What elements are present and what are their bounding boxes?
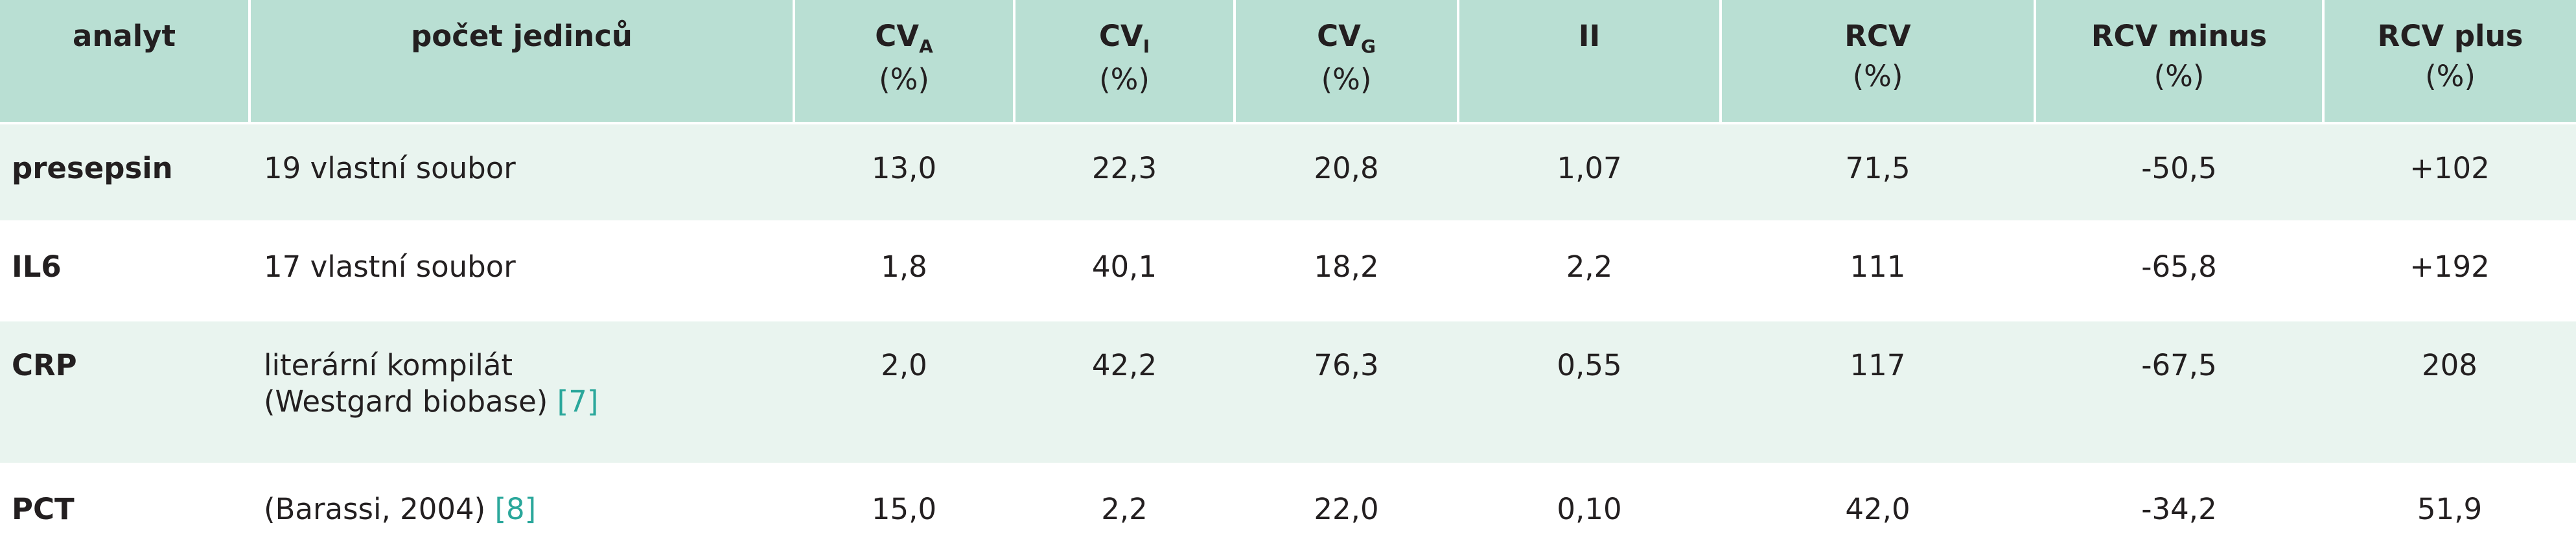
header-cvg-unit: (%) — [1321, 62, 1372, 97]
header-row: analyt počet jedinců CVA (%) CVI (%) CVG… — [0, 0, 2576, 123]
header-rcv-minus: RCV minus (%) — [2034, 0, 2323, 123]
cell-cva: 1,8 — [881, 250, 927, 284]
header-cva-unit: (%) — [879, 62, 929, 97]
subjects-line-2: (Westgard biobase) — [264, 384, 548, 419]
header-cvg-label: CVG — [1317, 19, 1376, 57]
cell-cvg: 18,2 — [1314, 250, 1379, 284]
cell-subjects: literární kompilát (Westgard biobase) [7… — [249, 320, 794, 464]
subjects-line-1: literární kompilát — [264, 348, 513, 382]
reference-link[interactable]: [7] — [557, 384, 599, 419]
table-row: PCT (Barassi, 2004) [8] 15,0 2,2 22,0 0,… — [0, 464, 2576, 547]
header-rcv-plus: RCV plus (%) — [2322, 0, 2576, 123]
header-cva: CVA (%) — [793, 0, 1014, 123]
cell-ii: 0,55 — [1557, 348, 1622, 382]
cell-subjects: 17 vlastní soubor — [264, 250, 516, 284]
cell-ii: 1,07 — [1557, 151, 1622, 185]
cell-cvi: 22,3 — [1091, 151, 1157, 185]
cell-rcv-plus: +192 — [2409, 250, 2490, 284]
cell-analyte: CRP — [12, 348, 77, 382]
cell-cvi: 42,2 — [1091, 348, 1157, 382]
header-cvi: CVI (%) — [1013, 0, 1235, 123]
header-subjects: počet jedinců — [248, 0, 794, 123]
cell-rcv-minus: -65,8 — [2141, 250, 2217, 284]
cell-rcv: 42,0 — [1845, 492, 1910, 526]
cell-cvi: 40,1 — [1091, 250, 1157, 284]
header-rcv-minus-unit: (%) — [2153, 59, 2205, 94]
cell-subjects: 19 vlastní soubor — [264, 151, 516, 185]
cell-ii: 2,2 — [1566, 250, 1613, 284]
header-analyte: analyt — [72, 19, 176, 53]
header-ii: II — [1457, 0, 1721, 123]
cell-cvg: 22,0 — [1314, 492, 1379, 526]
cell-cvi: 2,2 — [1101, 492, 1148, 526]
cell-rcv-minus: -50,5 — [2141, 151, 2217, 185]
header-rcv-unit: (%) — [1852, 59, 1903, 94]
cell-cva: 2,0 — [881, 348, 927, 382]
cell-rcv-plus: +102 — [2409, 151, 2490, 185]
cell-rcv: 111 — [1850, 250, 1906, 284]
cell-ii: 0,10 — [1557, 492, 1622, 526]
subjects-line-1: (Barassi, 2004) — [264, 492, 486, 526]
cell-cva: 15,0 — [871, 492, 937, 526]
cell-subjects: (Barassi, 2004) [8] — [249, 464, 794, 547]
header-cvi-label: CVI — [1098, 19, 1150, 57]
header-cva-label: CVA — [875, 19, 933, 57]
header-rcv-plus-unit: (%) — [2425, 59, 2476, 94]
table-row: presepsin 19 vlastní soubor 13,0 22,3 20… — [0, 123, 2576, 222]
table-row: CRP literární kompilát (Westgard biobase… — [0, 320, 2576, 464]
cell-analyte: IL6 — [12, 250, 62, 284]
header-rcv: RCV (%) — [1719, 0, 2035, 123]
cell-cvg: 20,8 — [1314, 151, 1379, 185]
header-cvg: CVG (%) — [1233, 0, 1458, 123]
cell-rcv-plus: 51,9 — [2417, 492, 2483, 526]
cell-rcv: 71,5 — [1845, 151, 1910, 185]
cell-cvg: 76,3 — [1314, 348, 1379, 382]
cell-rcv-minus: -34,2 — [2141, 492, 2217, 526]
reference-link[interactable]: [8] — [494, 492, 537, 526]
header-cvi-unit: (%) — [1099, 62, 1150, 97]
table-row: IL6 17 vlastní soubor 1,8 40,1 18,2 2,2 … — [0, 222, 2576, 320]
cell-rcv: 117 — [1850, 348, 1906, 382]
cell-cva: 13,0 — [871, 151, 937, 185]
cell-rcv-minus: -67,5 — [2141, 348, 2217, 382]
cell-analyte: PCT — [12, 492, 75, 526]
cell-analyte: presepsin — [12, 151, 173, 185]
cell-rcv-plus: 208 — [2422, 348, 2477, 382]
